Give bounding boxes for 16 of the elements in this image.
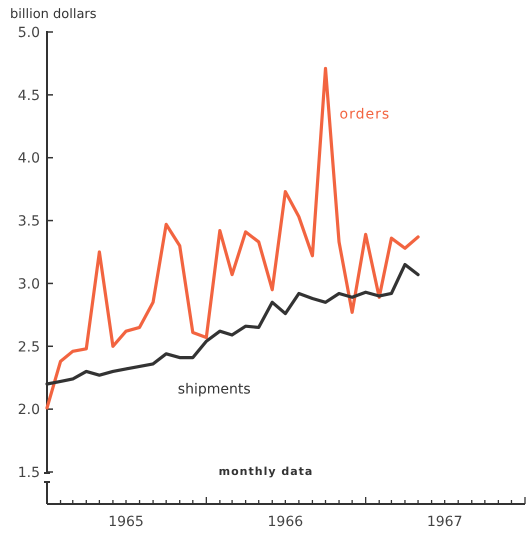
x-tick-label: 1967	[426, 514, 462, 530]
y-tick-label: 3.0	[18, 276, 40, 292]
y-tick-label: 2.5	[18, 339, 40, 356]
x-tick-label: 1965	[108, 514, 144, 530]
y-tick-label: 4.0	[18, 150, 40, 167]
series-label: shipments	[178, 382, 251, 398]
y-tick-label: 5.0	[18, 25, 40, 41]
y-tick-label: 1.5	[18, 465, 40, 481]
y-axis-title: billion dollars	[10, 7, 97, 22]
y-tick-label: 3.5	[18, 214, 40, 230]
y-tick-label: 2.0	[18, 402, 40, 418]
x-tick-label: 1966	[268, 514, 304, 530]
line-series	[45, 66, 420, 410]
series-label: orders	[340, 106, 390, 122]
annotation: monthly data	[218, 465, 314, 478]
y-tick-label: 4.5	[18, 88, 40, 104]
